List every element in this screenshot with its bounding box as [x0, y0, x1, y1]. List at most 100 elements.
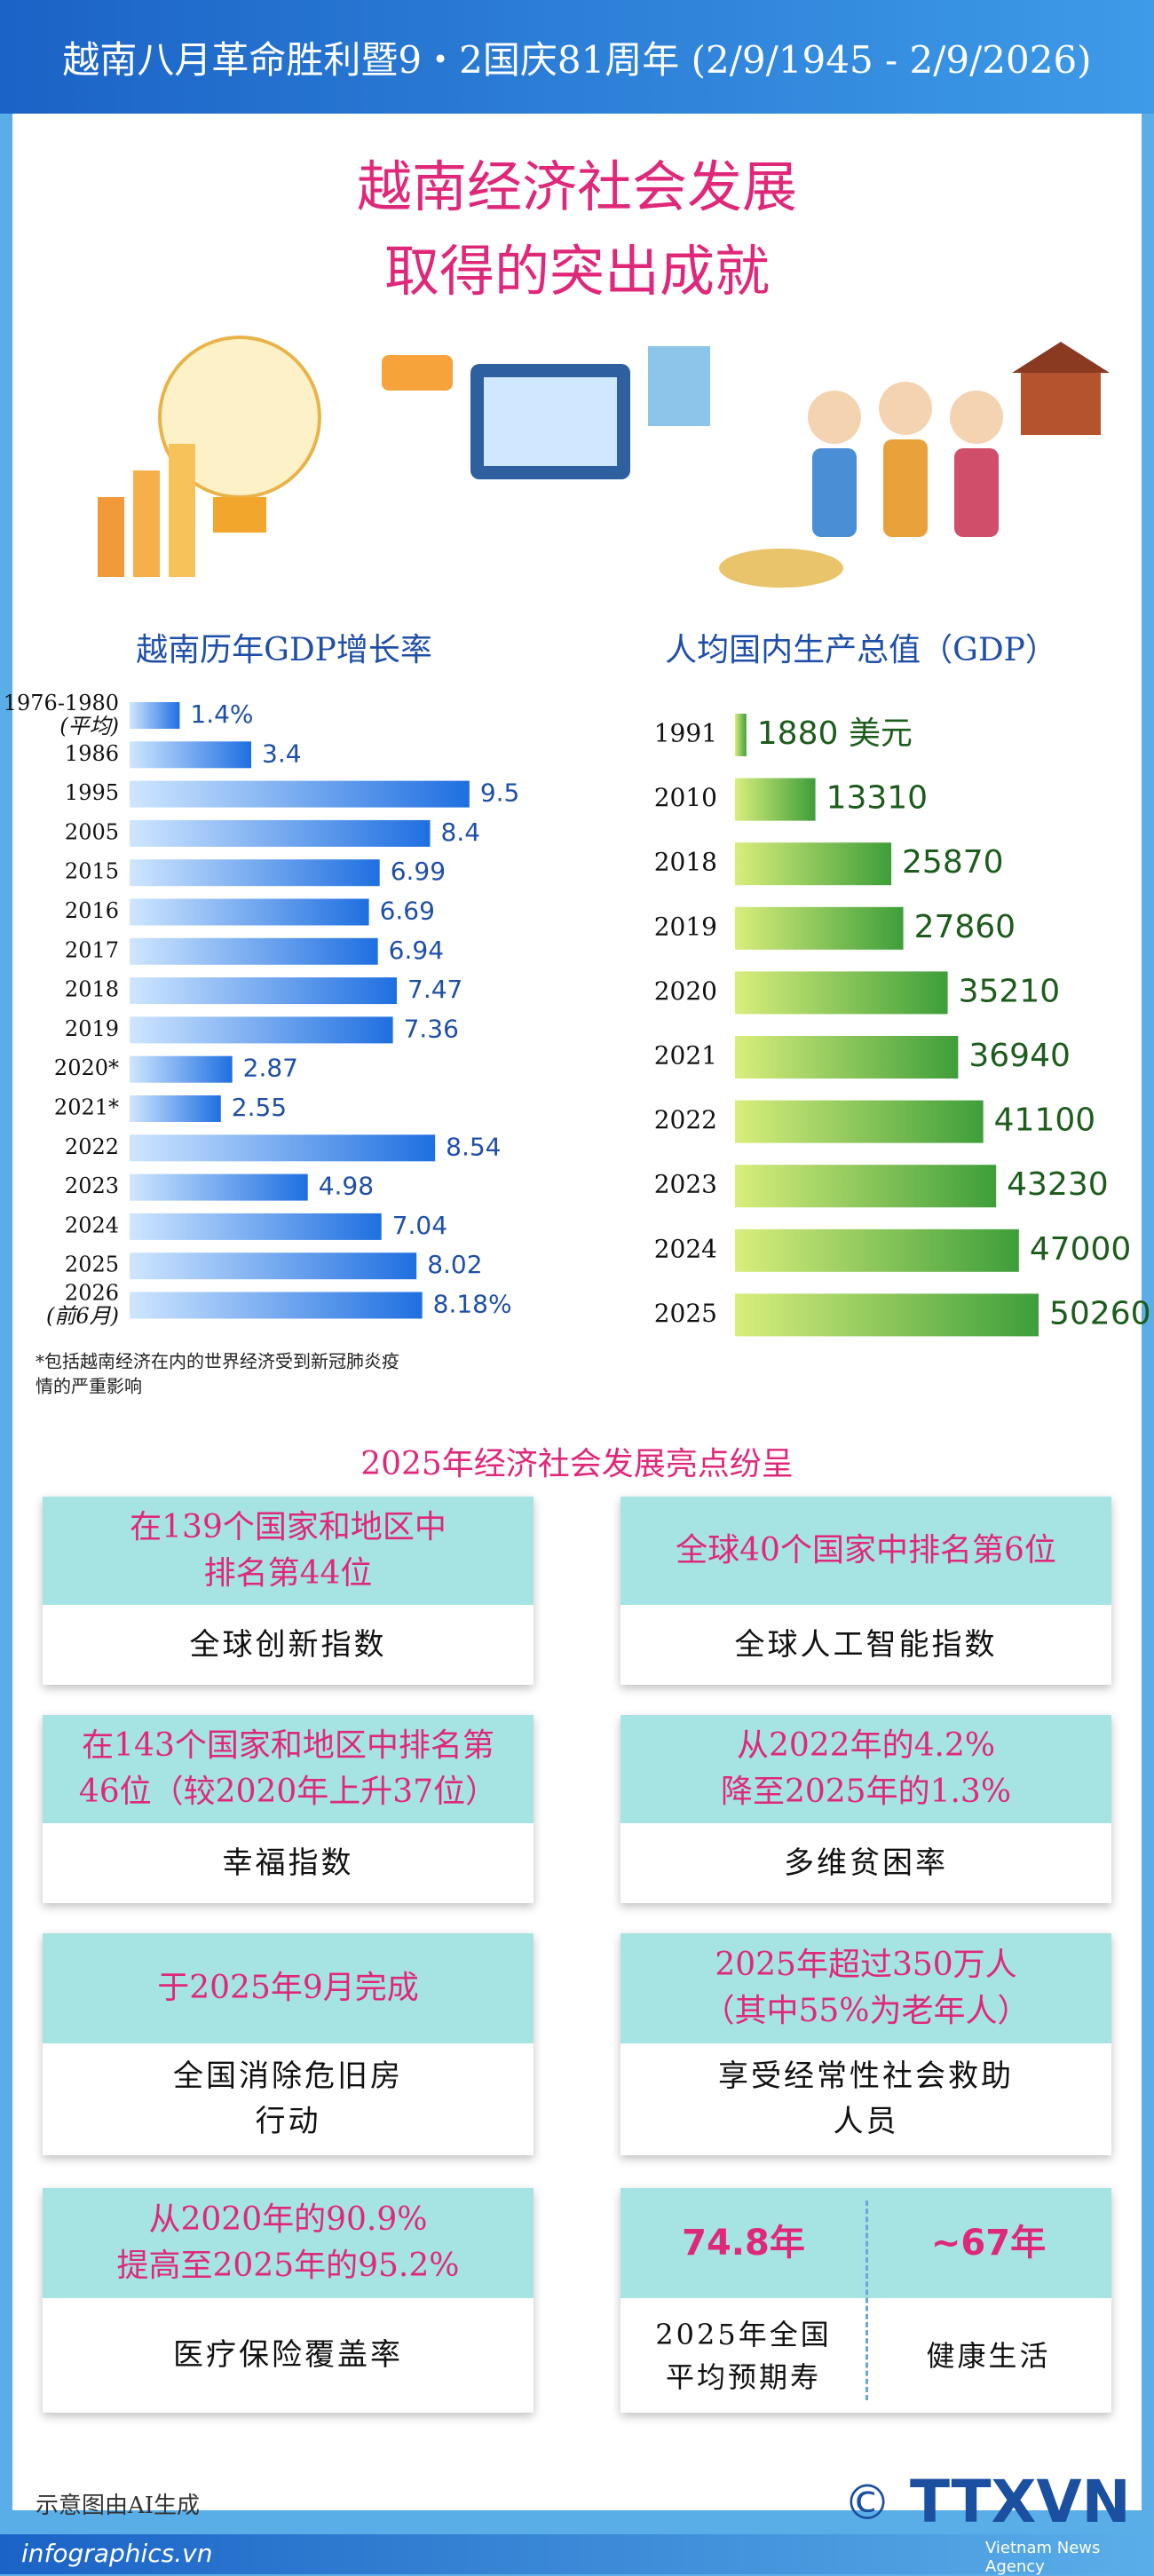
- footer-note: 示意图由AI生成: [36, 2493, 201, 2519]
- life-label: 健康生活: [866, 2298, 1111, 2413]
- label: 幸福指数: [43, 1823, 534, 1903]
- value-label: 1.4%: [190, 699, 253, 729]
- illustration: [98, 336, 1110, 588]
- category-label: 2020: [654, 976, 717, 1006]
- life-half: 74.8年 2025年全国 平均预期寿: [620, 2188, 866, 2413]
- label: 全国消除危旧房 行动: [43, 2043, 534, 2155]
- bar: [130, 1095, 221, 1122]
- headline: 从2022年的4.2% 降至2025年的1.3%: [620, 1715, 1111, 1823]
- value-label: 2.55: [232, 1093, 287, 1122]
- life-label: 2025年全国 平均预期寿: [620, 2298, 866, 2413]
- value-label: 36940: [968, 1038, 1071, 1074]
- section-title: 2025年经济社会发展亮点纷呈: [360, 1446, 794, 1482]
- brand-sub: Vietnam News Agency: [985, 2539, 1101, 2576]
- headline-line: 全球40个国家中排名第6位: [676, 1531, 1056, 1569]
- headline: 在139个国家和地区中 排名第44位: [43, 1497, 534, 1605]
- category-label: 1976-1980 (平均): [4, 690, 119, 738]
- category-label: 2024: [65, 1213, 119, 1237]
- life-half: ~67年健康生活: [866, 2188, 1111, 2413]
- bar: [130, 977, 398, 1005]
- bar: [130, 819, 431, 847]
- category-label: 1986: [65, 741, 119, 766]
- bar: [735, 906, 904, 950]
- category-label: 2021*: [54, 1095, 119, 1120]
- label: 医疗保险覆盖率: [43, 2298, 534, 2413]
- value-label: 6.69: [380, 897, 435, 926]
- footer-bar: [0, 2534, 1154, 2574]
- headline: 从2020年的90.9% 提高至2025年的95.2%: [43, 2188, 534, 2298]
- category-label: 2019: [654, 912, 717, 941]
- label: 多维贫困率: [620, 1823, 1111, 1903]
- category-label: 2025: [654, 1299, 717, 1328]
- label-line: 平均预期寿: [665, 2359, 821, 2394]
- value-label: 1880 美元: [757, 715, 913, 752]
- highlight-card: 于2025年9月完成 全国消除危旧房 行动: [43, 1933, 534, 2155]
- bar: [735, 842, 892, 886]
- category-label: 2016: [65, 898, 119, 923]
- highlight-card: 74.8年 2025年全国 平均预期寿 ~67年 健康生活: [620, 2188, 1111, 2413]
- divider: [866, 2201, 868, 2400]
- category-label: 2022: [65, 1134, 119, 1159]
- chart-title: 人均国内生产总值（GDP）: [665, 632, 1057, 668]
- headline-line: 从2020年的90.9%: [148, 2201, 428, 2238]
- bar: [130, 859, 380, 887]
- bar: [130, 898, 369, 926]
- label-line: 幸福指数: [222, 1845, 354, 1881]
- bar: [130, 1016, 393, 1044]
- bar: [735, 1100, 984, 1143]
- label-line: 全球人工智能指数: [734, 1626, 998, 1663]
- category-label: 2023: [654, 1170, 717, 1199]
- highlight-card: 在139个国家和地区中 排名第44位全球创新指数: [43, 1497, 534, 1685]
- life-value: 74.8年: [620, 2188, 866, 2298]
- footnote: 情的严重影响: [36, 1376, 142, 1397]
- label-line: 2025年全国: [655, 2317, 832, 2351]
- category-label: 2015: [65, 859, 119, 884]
- label-line: 医疗保险覆盖率: [173, 2337, 403, 2373]
- highlight-card: 2025年超过350万人 （其中55%为老年人） 享受经常性社会救助 人员: [620, 1933, 1111, 2155]
- value-label: 2.87: [243, 1054, 298, 1083]
- headline-line: （其中55%为老年人）: [702, 1993, 1030, 2029]
- category-label: 2010: [654, 783, 717, 812]
- value-label: 8.4: [441, 818, 481, 847]
- category-label: 2023: [65, 1173, 119, 1198]
- category-label: 2018: [65, 977, 119, 1002]
- category-label: 1991: [654, 719, 717, 748]
- value-label: 47000: [1030, 1231, 1132, 1268]
- label-line: 健康生活: [926, 2338, 1051, 2373]
- label-line: 全球创新指数: [189, 1626, 387, 1663]
- label-line: 享受经常性社会救助: [718, 2058, 1014, 2094]
- category-label: 1995: [65, 780, 119, 805]
- bar: [130, 741, 252, 769]
- bar: [130, 780, 470, 808]
- value-label: 9.5: [480, 778, 520, 808]
- value-label: 7.04: [392, 1211, 447, 1240]
- bar: [130, 1134, 436, 1162]
- bar: [130, 937, 378, 965]
- header: 越南八月革命胜利暨9・2国庆81周年 (2/9/1945 - 2/9/2026): [0, 0, 1154, 114]
- value-label: 43230: [1007, 1166, 1109, 1203]
- bar: [735, 971, 948, 1015]
- bar: [735, 1229, 1019, 1272]
- value-label: 25870: [902, 844, 1004, 881]
- value-label: 6.94: [389, 936, 444, 965]
- main-title: 越南经济社会发展: [356, 154, 797, 219]
- headline-line: 提高至2025年的95.2%: [116, 2248, 460, 2284]
- label-line: 多维贫困率: [784, 1845, 948, 1881]
- main-title: 取得的突出成就: [383, 239, 770, 304]
- bar: [735, 778, 816, 821]
- bar: [130, 1292, 423, 1319]
- bar: [130, 1173, 308, 1201]
- category-label: 2019: [65, 1016, 119, 1041]
- bar: [130, 702, 180, 729]
- life-value: ~67年: [866, 2188, 1111, 2298]
- headline-line: 在139个国家和地区中: [130, 1508, 447, 1545]
- highlight-card: 在143个国家和地区中排名第 46位（较2020年上升37位） 幸福指数: [43, 1715, 534, 1903]
- value-label: 6.99: [391, 857, 446, 886]
- value-label: 8.18%: [433, 1290, 512, 1319]
- category-label: 2026 (前6月): [46, 1280, 119, 1328]
- label-line: 全国消除危旧房: [173, 2058, 403, 2094]
- value-label: 3.4: [262, 739, 302, 768]
- value-label: 8.54: [446, 1132, 501, 1161]
- value-label: 35210: [959, 973, 1061, 1009]
- bar: [735, 1165, 997, 1208]
